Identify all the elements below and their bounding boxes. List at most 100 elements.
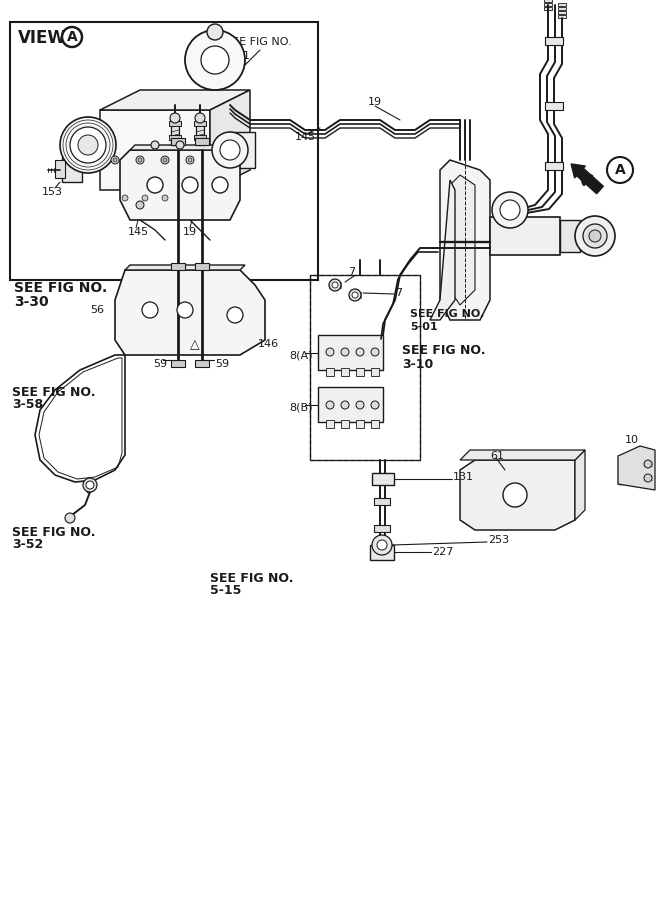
Text: 7: 7 <box>348 267 355 277</box>
Bar <box>349 294 361 296</box>
Circle shape <box>503 483 527 507</box>
Polygon shape <box>120 150 240 220</box>
Circle shape <box>86 481 94 489</box>
Text: SEE FIG NO.: SEE FIG NO. <box>14 281 107 295</box>
Bar <box>135 195 145 205</box>
Bar <box>196 120 204 145</box>
Bar <box>374 525 390 532</box>
Text: SEE FIG NO.: SEE FIG NO. <box>12 385 95 399</box>
Polygon shape <box>210 90 250 190</box>
Text: 131: 131 <box>453 472 474 482</box>
Polygon shape <box>440 160 490 320</box>
Bar <box>329 284 341 286</box>
Bar <box>194 121 206 126</box>
Bar <box>310 275 420 460</box>
Bar <box>356 420 364 428</box>
Bar <box>372 473 394 485</box>
Bar <box>318 335 383 370</box>
Polygon shape <box>575 450 585 520</box>
Bar <box>169 121 181 126</box>
Text: 19: 19 <box>368 97 382 107</box>
Bar <box>545 37 563 45</box>
Text: 253: 253 <box>488 535 509 545</box>
Circle shape <box>607 157 633 183</box>
Circle shape <box>78 135 98 155</box>
Circle shape <box>352 292 358 298</box>
Bar <box>195 263 209 270</box>
Text: VIEW: VIEW <box>18 29 67 47</box>
Text: SEE FIG NO.: SEE FIG NO. <box>225 37 291 47</box>
Bar <box>171 138 185 145</box>
Bar <box>310 275 420 460</box>
Bar <box>100 110 210 190</box>
Text: 3-58: 3-58 <box>12 399 43 411</box>
Circle shape <box>83 478 97 492</box>
Circle shape <box>163 158 167 162</box>
Bar <box>230 132 255 168</box>
Circle shape <box>377 540 387 550</box>
Circle shape <box>326 348 334 356</box>
Circle shape <box>349 289 361 301</box>
Bar <box>370 545 394 560</box>
Bar <box>544 3 552 6</box>
Circle shape <box>161 156 169 164</box>
Circle shape <box>182 177 198 193</box>
Text: A: A <box>614 163 626 177</box>
Bar <box>544 7 552 10</box>
Bar <box>341 368 349 376</box>
Bar <box>558 7 566 10</box>
Circle shape <box>162 195 168 201</box>
Text: 10: 10 <box>625 435 639 445</box>
Text: 56: 56 <box>90 305 104 315</box>
Circle shape <box>186 156 194 164</box>
Circle shape <box>583 224 607 248</box>
Circle shape <box>176 141 184 149</box>
Circle shape <box>188 158 192 162</box>
Circle shape <box>151 141 159 149</box>
Bar <box>62 157 82 182</box>
Circle shape <box>326 401 334 409</box>
Polygon shape <box>618 446 655 490</box>
Text: 153: 153 <box>42 187 63 197</box>
Bar <box>326 368 334 376</box>
Circle shape <box>138 158 142 162</box>
Circle shape <box>142 302 158 318</box>
Circle shape <box>644 460 652 468</box>
Polygon shape <box>430 180 455 320</box>
Circle shape <box>201 46 229 74</box>
Circle shape <box>170 113 180 123</box>
Bar <box>171 120 179 145</box>
Text: 59: 59 <box>153 359 167 369</box>
Bar <box>318 387 383 422</box>
Bar <box>356 368 364 376</box>
Bar <box>55 160 65 178</box>
Text: SEE FIG NO.: SEE FIG NO. <box>402 345 486 357</box>
Circle shape <box>575 216 615 256</box>
Text: 227: 227 <box>432 547 454 557</box>
Bar <box>558 11 566 14</box>
Bar <box>185 195 195 205</box>
Text: SEE FIG NO.: SEE FIG NO. <box>12 526 95 538</box>
Bar <box>329 286 341 288</box>
Bar <box>618 456 653 484</box>
Circle shape <box>207 24 223 40</box>
Circle shape <box>111 156 119 164</box>
Bar <box>160 195 170 201</box>
Bar <box>195 138 209 145</box>
Bar <box>490 217 560 255</box>
Bar <box>195 360 209 367</box>
Text: SEE FIG NO.: SEE FIG NO. <box>410 309 484 319</box>
Circle shape <box>500 200 520 220</box>
Circle shape <box>113 158 117 162</box>
Bar <box>558 3 566 6</box>
Circle shape <box>185 30 245 90</box>
Polygon shape <box>125 265 245 270</box>
Circle shape <box>341 401 349 409</box>
Circle shape <box>492 192 528 228</box>
Circle shape <box>356 401 364 409</box>
Circle shape <box>227 307 243 323</box>
Circle shape <box>142 195 148 201</box>
Circle shape <box>147 177 163 193</box>
Circle shape <box>65 513 75 523</box>
Text: △: △ <box>190 338 200 352</box>
